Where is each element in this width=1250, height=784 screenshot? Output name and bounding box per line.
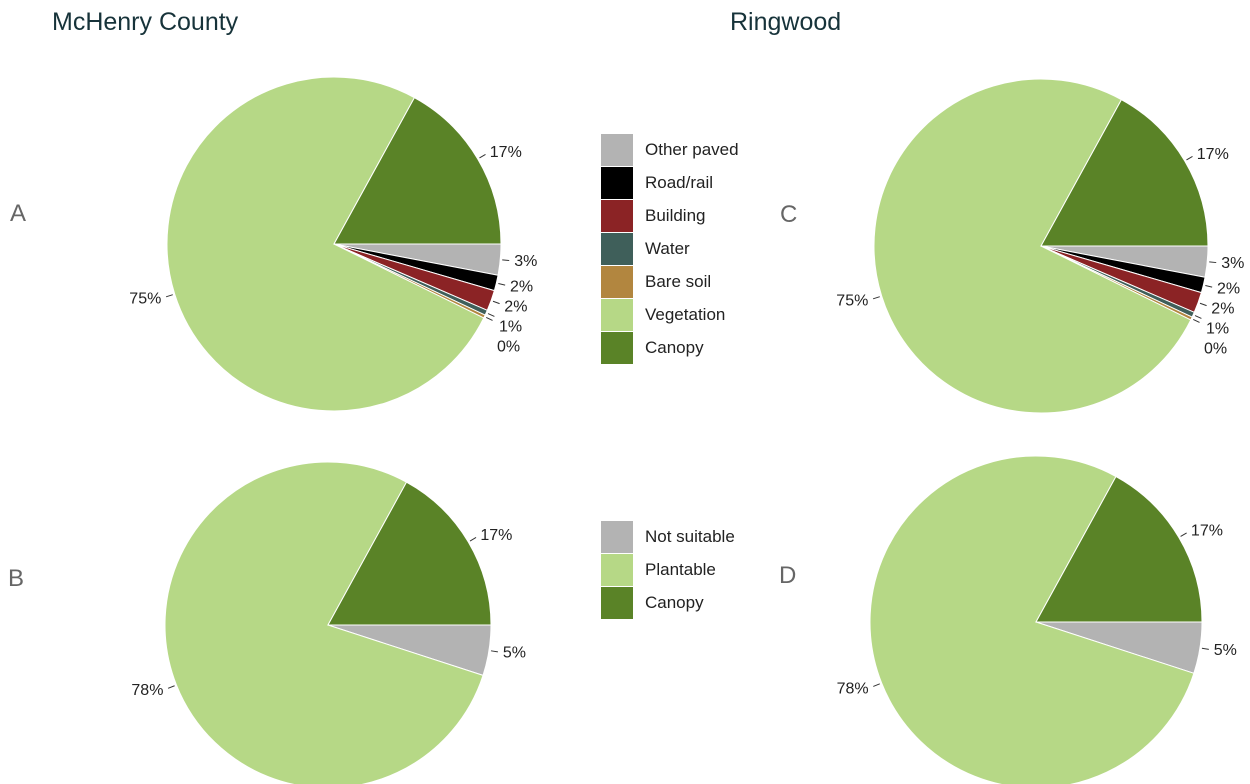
pie-chart-a: 3% 2% 2% 1% 0% 75% 17% — [129, 76, 537, 412]
pie-chart-d: 5% 78% 17% — [837, 455, 1237, 784]
legend-landcover: Other paved Road/rail Building Water Bare so… — [601, 133, 739, 364]
pie-label-tick — [498, 282, 506, 286]
legend-landcover-item: Other paved — [601, 133, 739, 166]
legend-landcover-swatch — [601, 133, 633, 166]
legend-plantable-label: Canopy — [645, 592, 704, 612]
legend-landcover-swatch — [601, 331, 633, 364]
legend-landcover-item: Bare soil — [601, 265, 739, 298]
legend-plantable-label: Plantable — [645, 559, 716, 579]
legend-landcover-swatch — [601, 199, 633, 232]
legend-landcover-swatch — [601, 232, 633, 265]
legend-plantable-swatch — [601, 586, 633, 619]
legend-landcover-item: Water — [601, 232, 739, 265]
pie-label: 78% — [837, 680, 869, 697]
legend-landcover-label: Water — [645, 238, 690, 258]
pie-label: 5% — [503, 645, 526, 662]
legend-plantable-swatch — [601, 520, 633, 553]
pie-slice-canopy — [327, 481, 492, 626]
pie-label: 5% — [1214, 642, 1237, 659]
legend-landcover-label: Building — [645, 205, 706, 225]
pie-label-tick — [873, 683, 880, 687]
pie-label-tick — [479, 153, 486, 159]
legend-plantable-item: Not suitable — [601, 520, 735, 553]
pie-slice-vegetation — [166, 76, 485, 412]
pie-chart-b: 5% 78% 17% — [131, 461, 526, 784]
pie-label-tick — [167, 685, 175, 689]
legend-plantable-item: Plantable — [601, 553, 735, 586]
pie-slice-plantable — [164, 461, 484, 784]
pie-label: 3% — [1221, 255, 1244, 272]
panel-letter-b: B — [8, 565, 25, 592]
pie-label: 3% — [514, 253, 537, 270]
pie-label-tick — [1193, 318, 1200, 323]
pie-slice-plantable — [869, 455, 1195, 784]
pie-label: 2% — [1211, 300, 1234, 317]
pie-label: 75% — [836, 292, 868, 309]
legend-landcover-label: Bare soil — [645, 271, 712, 291]
legend-landcover-item: Vegetation — [601, 298, 739, 331]
pie-label-tick — [486, 316, 493, 321]
panel-letter-d: D — [779, 562, 797, 589]
pie-label-tick — [1209, 261, 1217, 264]
legend-landcover-item: Canopy — [601, 331, 739, 364]
pie-label-tick — [492, 300, 500, 305]
pie-slice-canopy — [333, 96, 502, 245]
legend-plantable: Not suitable Plantable Canopy — [601, 520, 735, 619]
pie-label-tick — [502, 259, 510, 262]
pie-chart-c: 3% 2% 2% 1% 0% 75% 17% — [836, 78, 1244, 414]
pie-label: 75% — [129, 290, 161, 307]
legend-landcover-swatch — [601, 298, 633, 331]
legend-landcover-label: Vegetation — [645, 304, 726, 324]
pie-label: 1% — [1206, 320, 1229, 337]
pie-label-tick — [1205, 284, 1213, 288]
legend-plantable-swatch — [601, 553, 633, 586]
title-left: McHenry County — [52, 8, 239, 36]
legend-plantable-label: Not suitable — [645, 526, 735, 546]
pie-label: 17% — [490, 144, 522, 161]
panel-letter-a: A — [10, 200, 27, 227]
pie-label: 17% — [1197, 146, 1229, 163]
pie-label: 0% — [1204, 340, 1227, 357]
legend-landcover-label: Other paved — [645, 139, 739, 159]
pie-label-tick — [1199, 302, 1207, 307]
pie-slice-vegetation — [873, 78, 1192, 414]
pie-label: 17% — [480, 527, 512, 544]
pie-label: 17% — [1191, 522, 1223, 539]
pie-label-tick — [1201, 647, 1209, 650]
title-right: Ringwood — [730, 8, 842, 36]
pie-label-tick — [1180, 532, 1187, 537]
pie-label: 78% — [131, 682, 163, 699]
legend-landcover-swatch — [601, 265, 633, 298]
legend-landcover-label: Canopy — [645, 337, 704, 357]
legend-plantable-item: Canopy — [601, 586, 735, 619]
pie-label: 0% — [497, 338, 520, 355]
legend-landcover-item: Building — [601, 199, 739, 232]
pie-slice-canopy — [1035, 475, 1203, 623]
pie-slice-canopy — [1040, 98, 1209, 247]
pie-label: 1% — [499, 318, 522, 335]
panel-letter-c: C — [780, 201, 798, 228]
pie-label-tick — [1194, 315, 1202, 319]
pie-label: 2% — [504, 298, 527, 315]
pie-label: 2% — [1217, 280, 1240, 297]
pie-label-tick — [487, 313, 495, 317]
pie-label-tick — [469, 537, 477, 542]
legend-landcover-item: Road/rail — [601, 166, 739, 199]
pie-label: 2% — [510, 278, 533, 295]
pie-label-tick — [1186, 155, 1193, 161]
pie-label-tick — [490, 650, 498, 653]
legend-landcover-label: Road/rail — [645, 172, 714, 192]
pie-label-tick — [872, 296, 880, 300]
pie-label-tick — [165, 294, 173, 298]
legend-landcover-swatch — [601, 166, 633, 199]
